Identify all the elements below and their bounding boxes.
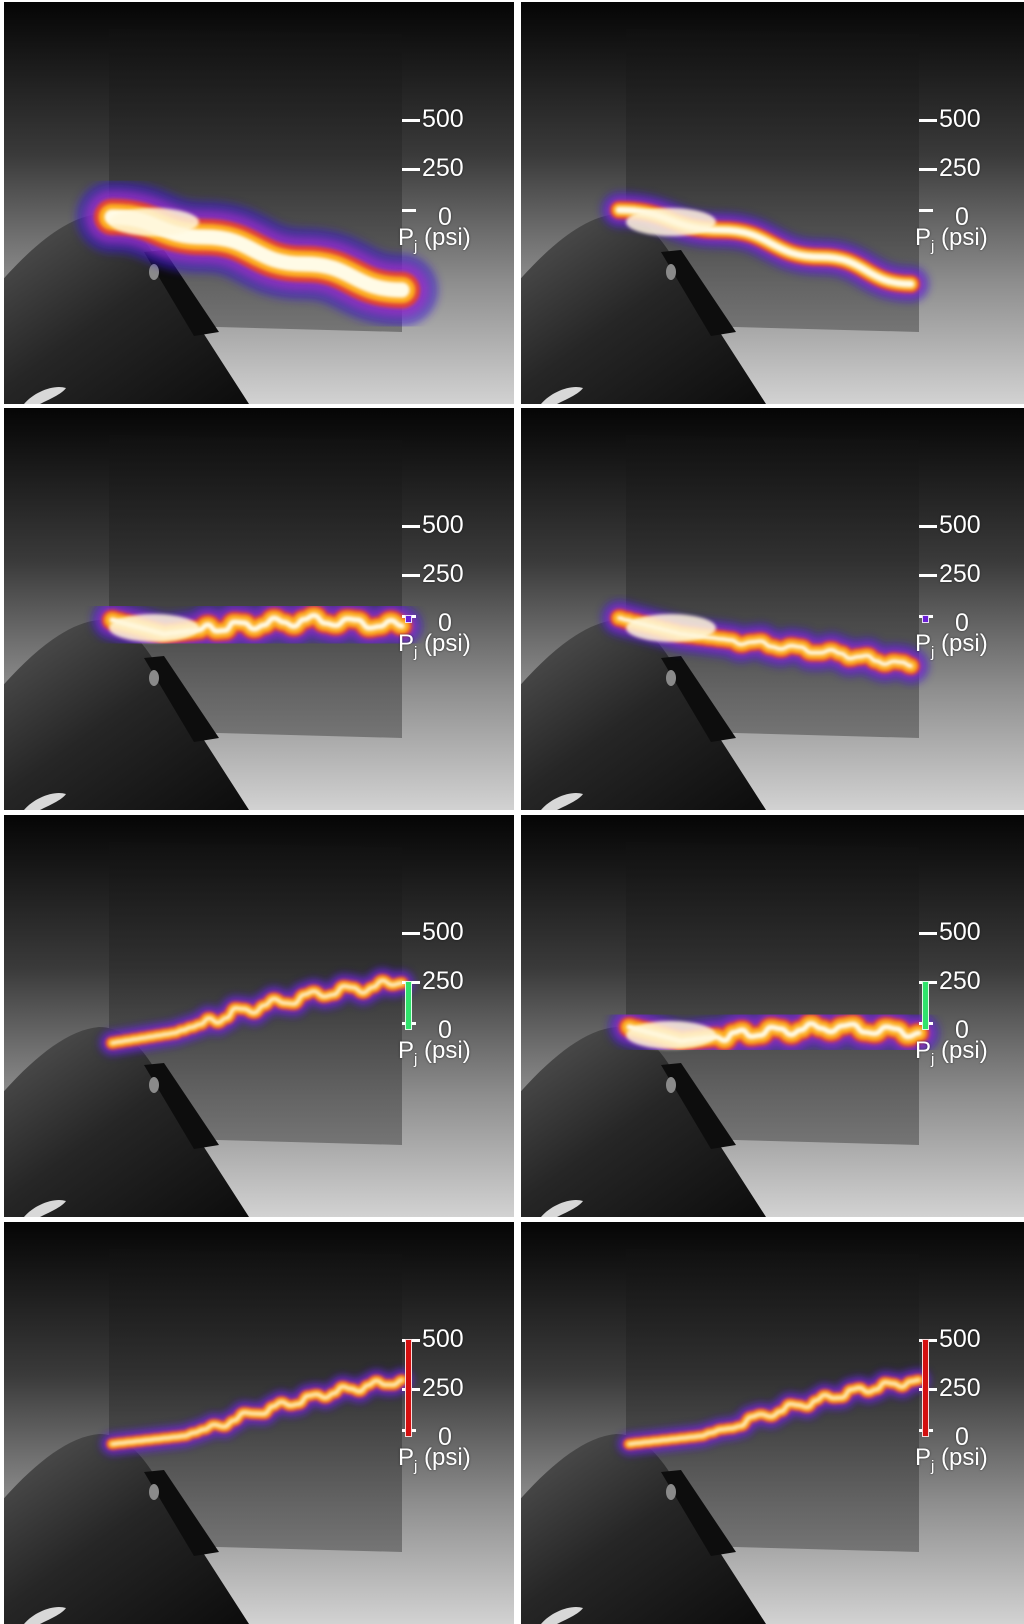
jet-port	[144, 1063, 219, 1149]
jet-port	[661, 1470, 736, 1556]
injector-hole	[149, 1077, 159, 1093]
injector-hole	[149, 264, 159, 280]
injector-hole	[666, 1077, 676, 1093]
jet-plume	[99, 967, 415, 1056]
measurement-plane	[109, 435, 402, 738]
simulation-render	[4, 1249, 414, 1624]
jet-plume	[617, 1368, 931, 1456]
jet-plume	[91, 594, 423, 655]
injector-hole	[149, 1484, 159, 1500]
measurement-plane	[626, 1249, 919, 1552]
measurement-plane	[109, 1249, 402, 1552]
simulation-render	[521, 842, 940, 1217]
vehicle-nose	[4, 214, 249, 404]
vehicle-nose	[521, 1027, 766, 1217]
jet-port	[661, 1063, 736, 1149]
fin	[24, 1199, 66, 1217]
vehicle-nose	[521, 214, 766, 404]
measurement-plane	[109, 842, 402, 1145]
simulation-render	[521, 435, 930, 810]
jet-plume	[600, 191, 930, 303]
panel-row2-right: 500 250 0 Pj (psi)	[521, 408, 1024, 810]
panel-row3-right: 500 250 0 Pj (psi)	[521, 815, 1024, 1217]
vehicle-nose	[4, 1027, 249, 1217]
jet-port	[661, 250, 736, 336]
fin	[541, 386, 583, 404]
simulation-render	[521, 29, 930, 404]
jet-plume	[600, 599, 930, 685]
vehicle-nose	[4, 1434, 249, 1624]
jet-plume	[75, 180, 439, 327]
panel-row4-right: 500 250 0 Pj (psi)	[521, 1222, 1024, 1624]
panel-row1-left: 500 250 0 Pj (psi)	[4, 2, 514, 404]
injector-hole	[149, 670, 159, 686]
jet-port	[144, 656, 219, 742]
fin	[541, 1199, 583, 1217]
panel-row4-left: 500 250 0 Pj (psi)	[4, 1222, 514, 1624]
vehicle-nose	[521, 620, 766, 810]
simulation-render	[4, 842, 415, 1217]
fin	[541, 792, 583, 810]
fin	[541, 1606, 583, 1624]
jet-port	[144, 250, 219, 336]
panel-row2-left: 500 250 0 Pj (psi)	[4, 408, 514, 810]
simulation-render	[4, 29, 439, 404]
fin	[24, 792, 66, 810]
panel-row3-left: 500 250 0 Pj (psi)	[4, 815, 514, 1217]
injector-hole	[666, 264, 676, 280]
injector-hole	[666, 1484, 676, 1500]
jet-plume	[608, 1002, 940, 1062]
measurement-plane	[626, 842, 919, 1145]
simulation-render	[4, 435, 423, 810]
jet-port	[144, 1470, 219, 1556]
fin	[24, 1606, 66, 1624]
fin	[24, 386, 66, 404]
vehicle-nose	[521, 1434, 766, 1624]
vehicle-nose	[4, 620, 249, 810]
injector-hole	[666, 670, 676, 686]
simulation-render	[521, 1249, 931, 1624]
jet-plume	[100, 1368, 414, 1456]
jet-port	[661, 656, 736, 742]
panel-row1-right: 500 250 0 Pj (psi)	[521, 2, 1024, 404]
